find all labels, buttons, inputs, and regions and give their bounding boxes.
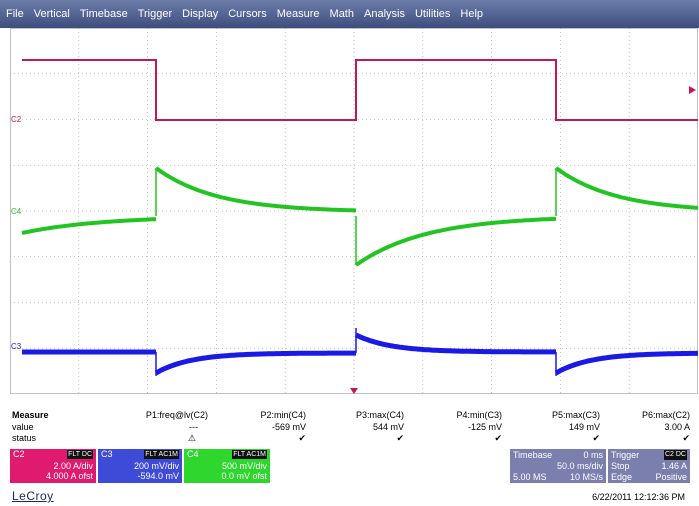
measure-panel: Measure P1:freq@lv(C2) P2:min(C4) P3:max(C… bbox=[0, 407, 699, 447]
trigger-mode: Stop bbox=[611, 461, 630, 471]
timebase-scale: 50.0 ms/div bbox=[556, 461, 603, 471]
channel-c3-descriptor[interactable]: C3 FLT AC1M 200 mV/div -594.0 mV bbox=[98, 449, 182, 483]
timebase-samples: 5.00 MS bbox=[513, 472, 547, 482]
check-icon: ✔ bbox=[298, 433, 306, 443]
measure-title: Measure bbox=[12, 410, 49, 420]
channel-c3-offset: -594.0 mV bbox=[137, 471, 179, 481]
trace-label-c4: C4 bbox=[11, 207, 22, 216]
measure-param-name[interactable]: P2:min(C4) bbox=[260, 410, 306, 420]
channel-c2-scale: 2.00 A/div bbox=[53, 461, 93, 471]
measure-param-value: -125 mV bbox=[467, 422, 502, 432]
menu-vertical[interactable]: Vertical bbox=[33, 8, 70, 20]
channel-c2-name: C2 bbox=[13, 449, 25, 459]
menu-math[interactable]: Math bbox=[329, 8, 354, 20]
trace-c3 bbox=[22, 328, 698, 376]
trace-c4 bbox=[21, 166, 698, 267]
timebase-delay: 0 ms bbox=[583, 450, 603, 460]
channel-c3-coupling: FLT AC1M bbox=[144, 450, 179, 459]
measure-param-name[interactable]: P5:max(C3) bbox=[551, 410, 600, 420]
measure-param-name[interactable]: P4:min(C3) bbox=[456, 410, 502, 420]
channel-c3-scale: 200 mV/div bbox=[133, 461, 179, 471]
menu-timebase[interactable]: Timebase bbox=[79, 8, 128, 20]
menu-file[interactable]: File bbox=[6, 8, 24, 20]
trigger-slope: Positive bbox=[655, 472, 687, 482]
check-icon: ✔ bbox=[396, 433, 404, 443]
waveform-grid bbox=[10, 28, 698, 394]
trigger-descriptor[interactable]: Trigger C2 DC Stop 1.46 A Edge Positive bbox=[608, 449, 690, 483]
trigger-level: 1.46 A bbox=[661, 461, 687, 471]
menu-display[interactable]: Display bbox=[182, 8, 219, 20]
lecroy-logo: LeCroy bbox=[12, 489, 54, 503]
menu-bar: File Vertical Timebase Trigger Display Cursor… bbox=[0, 0, 699, 28]
measure-param-value: -569 mV bbox=[271, 422, 306, 432]
check-icon: ✔ bbox=[494, 433, 502, 443]
measure-param-value: 544 mV bbox=[372, 422, 404, 432]
channel-c4-descriptor[interactable]: C4 FLT AC1M 500 mV/div 0.0 mV ofst bbox=[184, 449, 270, 483]
measure-param-name[interactable]: P3:max(C4) bbox=[355, 410, 404, 420]
trigger-type: Edge bbox=[611, 472, 633, 482]
trace-label-c2: C2 bbox=[11, 115, 22, 124]
timebase-rate: 10 MS/s bbox=[569, 472, 603, 482]
measure-param-name[interactable]: P6:max(C2) bbox=[641, 410, 690, 420]
menu-help[interactable]: Help bbox=[460, 8, 484, 20]
menu-measure[interactable]: Measure bbox=[276, 8, 320, 20]
timebase-descriptor[interactable]: Timebase 0 ms 50.0 ms/div 5.00 MS 10 MS/… bbox=[510, 449, 606, 483]
menu-trigger[interactable]: Trigger bbox=[137, 8, 173, 20]
timebase-label: Timebase bbox=[513, 450, 553, 460]
menu-cursors[interactable]: Cursors bbox=[228, 8, 267, 20]
channel-c4-name: C4 bbox=[187, 449, 199, 459]
trigger-label: Trigger bbox=[611, 450, 640, 460]
trigger-level-marker bbox=[689, 86, 696, 94]
waveform-display[interactable]: C2 C4 C3 bbox=[10, 28, 698, 394]
check-icon: ✔ bbox=[682, 433, 690, 443]
trigger-position-marker bbox=[350, 388, 358, 394]
value-row-label: value bbox=[12, 422, 34, 432]
channel-c3-name: C3 bbox=[101, 449, 113, 459]
measure-param-value: --- bbox=[189, 422, 198, 432]
trace-label-c3: C3 bbox=[11, 342, 22, 351]
menu-utilities[interactable]: Utilities bbox=[414, 8, 451, 20]
measure-param-value: 3.00 A bbox=[664, 422, 690, 432]
measure-param-value: 149 mV bbox=[568, 422, 600, 432]
channel-c2-coupling: FLT DC bbox=[67, 450, 93, 459]
trigger-source: C2 DC bbox=[663, 450, 687, 460]
warning-icon: ⚠ bbox=[187, 433, 196, 443]
check-icon: ✔ bbox=[592, 433, 600, 443]
channel-c4-coupling: FLT AC1M bbox=[232, 450, 267, 459]
trace-c2 bbox=[22, 59, 698, 121]
channel-c2-descriptor[interactable]: C2 FLT DC 2.00 A/div 4.000 A ofst bbox=[10, 449, 96, 483]
measure-param-name[interactable]: P1:freq@lv(C2) bbox=[145, 410, 208, 420]
channel-c4-offset: 0.0 mV ofst bbox=[221, 471, 267, 481]
status-row-label: status bbox=[12, 433, 37, 443]
channel-c4-scale: 500 mV/div bbox=[221, 461, 267, 471]
timestamp: 6/22/2011 12:12:36 PM bbox=[592, 492, 685, 502]
menu-analysis[interactable]: Analysis bbox=[364, 8, 405, 20]
channel-c2-offset: 4.000 A ofst bbox=[45, 471, 93, 481]
